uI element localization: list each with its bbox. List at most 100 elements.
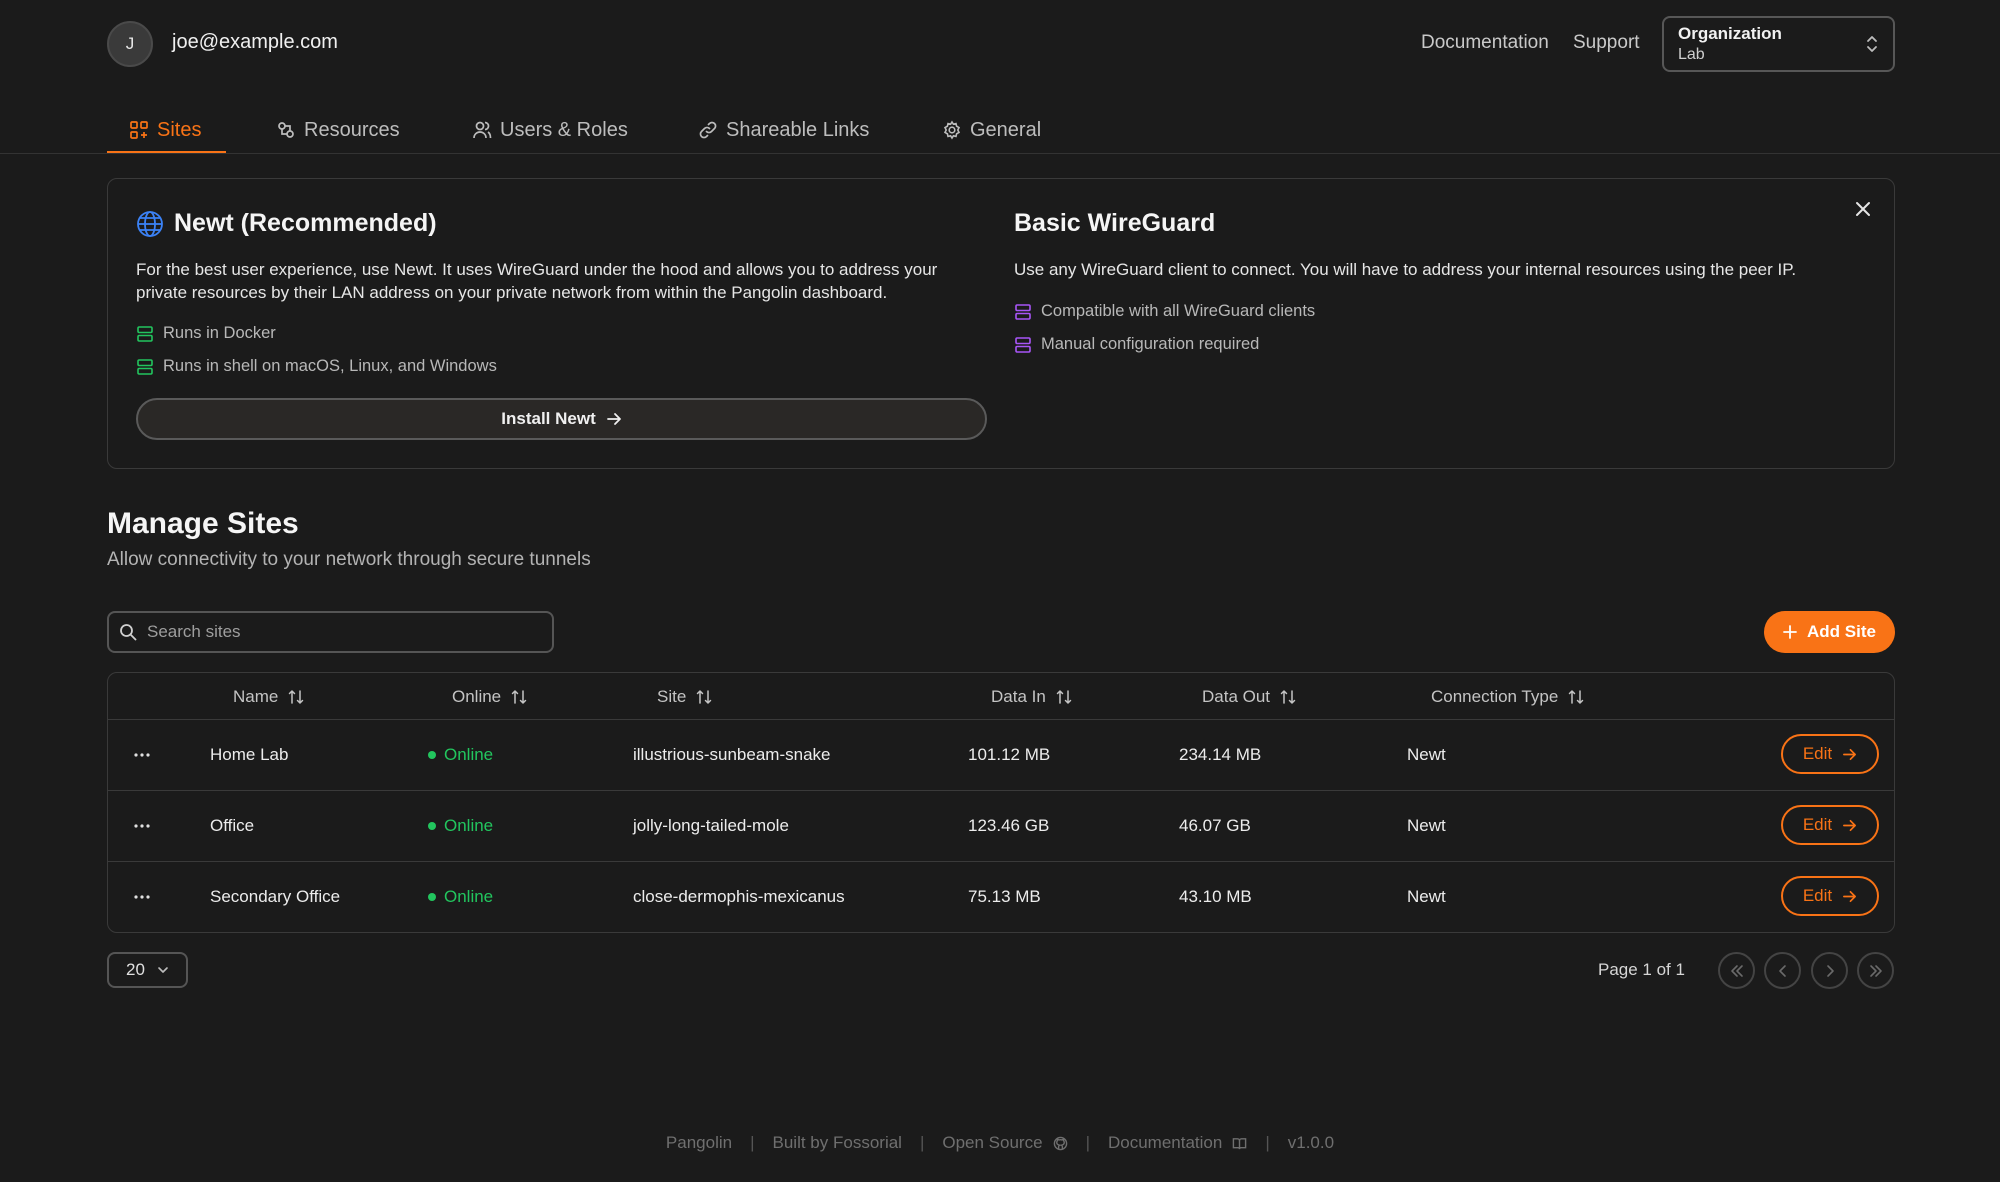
footer-separator: | <box>750 1133 755 1152</box>
close-icon[interactable] <box>1853 199 1873 219</box>
sort-icon <box>288 689 304 705</box>
status-label: Online <box>444 887 494 906</box>
footer-open-source-label: Open Source <box>942 1133 1043 1152</box>
page-subtitle: Allow connectivity to your network throu… <box>107 549 591 570</box>
column-header-online[interactable]: Online <box>452 687 527 707</box>
newt-feature-item: Runs in shell on macOS, Linux, and Windo… <box>136 357 497 376</box>
documentation-link[interactable]: Documentation <box>1421 32 1549 53</box>
page-size-value: 20 <box>126 960 145 979</box>
table-row: Home Lab Online illustrious-sunbeam-snak… <box>108 720 1894 791</box>
install-newt-label: Install Newt <box>501 409 596 428</box>
column-label: Site <box>657 687 687 706</box>
wireguard-title: Basic WireGuard <box>1014 209 1216 237</box>
column-header-site[interactable]: Site <box>657 687 712 707</box>
last-page-button[interactable] <box>1857 952 1894 989</box>
column-label: Data In <box>991 687 1046 706</box>
search-input[interactable] <box>147 622 527 642</box>
column-label: Data Out <box>1202 687 1271 706</box>
edit-label: Edit <box>1802 815 1833 834</box>
status-label: Online <box>444 816 494 835</box>
tab-general[interactable]: General <box>920 106 1063 154</box>
more-options-icon[interactable] <box>131 744 153 766</box>
sort-icon <box>511 689 527 705</box>
book-icon <box>1232 1136 1247 1151</box>
edit-button[interactable]: Edit <box>1781 876 1879 916</box>
arrow-right-icon <box>606 411 622 427</box>
active-tab-indicator <box>107 151 226 154</box>
site-id: illustrious-sunbeam-snake <box>633 745 831 764</box>
chevrons-right-icon <box>1868 963 1884 979</box>
avatar[interactable]: J <box>107 21 153 67</box>
tabbar-divider <box>0 153 2000 154</box>
status-label: Online <box>444 745 494 764</box>
arrow-right-icon <box>1842 747 1857 762</box>
feature-text: Runs in shell on macOS, Linux, and Windo… <box>163 357 497 375</box>
column-header-data-out[interactable]: Data Out <box>1202 687 1296 707</box>
footer-separator: | <box>919 1133 925 1152</box>
status-dot <box>428 751 436 759</box>
server-icon <box>1014 336 1032 354</box>
previous-page-button[interactable] <box>1764 952 1801 989</box>
page-title: Manage Sites <box>107 507 299 540</box>
edit-button[interactable]: Edit <box>1781 805 1879 845</box>
arrow-right-icon <box>1842 889 1857 904</box>
server-icon <box>136 358 154 376</box>
first-page-button[interactable] <box>1718 952 1755 989</box>
newt-feature-item: Runs in Docker <box>136 324 276 343</box>
user-email: joe@example.com <box>172 31 338 53</box>
edit-label: Edit <box>1802 886 1833 905</box>
data-in: 123.46 GB <box>968 816 1050 835</box>
online-status: Online <box>428 745 493 765</box>
column-label: Connection Type <box>1431 687 1559 706</box>
more-options-icon[interactable] <box>131 815 153 837</box>
feature-text: Manual configuration required <box>1041 335 1260 353</box>
plus-icon <box>1783 625 1797 639</box>
sort-icon <box>1280 689 1296 705</box>
wireguard-feature-item: Manual configuration required <box>1014 335 1259 354</box>
connection-type: Newt <box>1407 745 1446 764</box>
edit-label: Edit <box>1802 744 1833 763</box>
support-link[interactable]: Support <box>1573 32 1640 53</box>
wireguard-feature-item: Compatible with all WireGuard clients <box>1014 302 1315 321</box>
data-in: 75.13 MB <box>968 887 1041 906</box>
edit-button[interactable]: Edit <box>1781 734 1879 774</box>
github-icon <box>1053 1136 1068 1151</box>
footer: Pangolin | Built by Fossorial | Open Sou… <box>0 1133 2000 1153</box>
tab-sites[interactable]: Sites <box>107 106 223 154</box>
search-icon <box>119 623 137 641</box>
footer-separator: | <box>1085 1133 1090 1152</box>
chevron-right-icon <box>1822 963 1838 979</box>
status-dot <box>428 893 436 901</box>
feature-text: Compatible with all WireGuard clients <box>1041 302 1316 320</box>
site-name: Office <box>210 816 255 835</box>
column-header-name[interactable]: Name <box>233 687 304 707</box>
site-name: Home Lab <box>210 745 289 764</box>
search-box[interactable] <box>107 611 554 653</box>
footer-built-by[interactable]: Built by Fossorial <box>772 1133 902 1152</box>
chevron-left-icon <box>1775 963 1791 979</box>
sort-icon <box>1568 689 1584 705</box>
newt-title: Newt (Recommended) <box>174 209 437 237</box>
more-options-icon[interactable] <box>131 886 153 908</box>
connection-type: Newt <box>1407 816 1446 835</box>
column-header-data-in[interactable]: Data In <box>991 687 1072 707</box>
install-newt-button[interactable]: Install Newt <box>136 398 987 440</box>
resources-icon <box>276 120 296 140</box>
footer-documentation[interactable]: Documentation <box>1108 1133 1247 1153</box>
tab-resources[interactable]: Resources <box>254 106 422 154</box>
next-page-button[interactable] <box>1811 952 1848 989</box>
connection-options-card <box>107 178 1895 469</box>
chevron-down-icon <box>157 964 169 976</box>
site-id: close-dermophis-mexicanus <box>633 887 845 906</box>
gear-icon <box>942 120 962 140</box>
site-id: jolly-long-tailed-mole <box>633 816 789 835</box>
add-site-label: Add Site <box>1807 622 1876 641</box>
page-size-select[interactable]: 20 <box>107 952 188 988</box>
tab-users-roles[interactable]: Users & Roles <box>450 106 650 154</box>
add-site-button[interactable]: Add Site <box>1764 611 1895 653</box>
footer-open-source[interactable]: Open Source <box>942 1133 1067 1153</box>
column-header-connection-type[interactable]: Connection Type <box>1431 687 1584 707</box>
data-out: 234.14 MB <box>1179 745 1262 764</box>
tab-shareable-links[interactable]: Shareable Links <box>676 106 891 154</box>
organization-select[interactable]: Organization Lab <box>1662 16 1895 72</box>
